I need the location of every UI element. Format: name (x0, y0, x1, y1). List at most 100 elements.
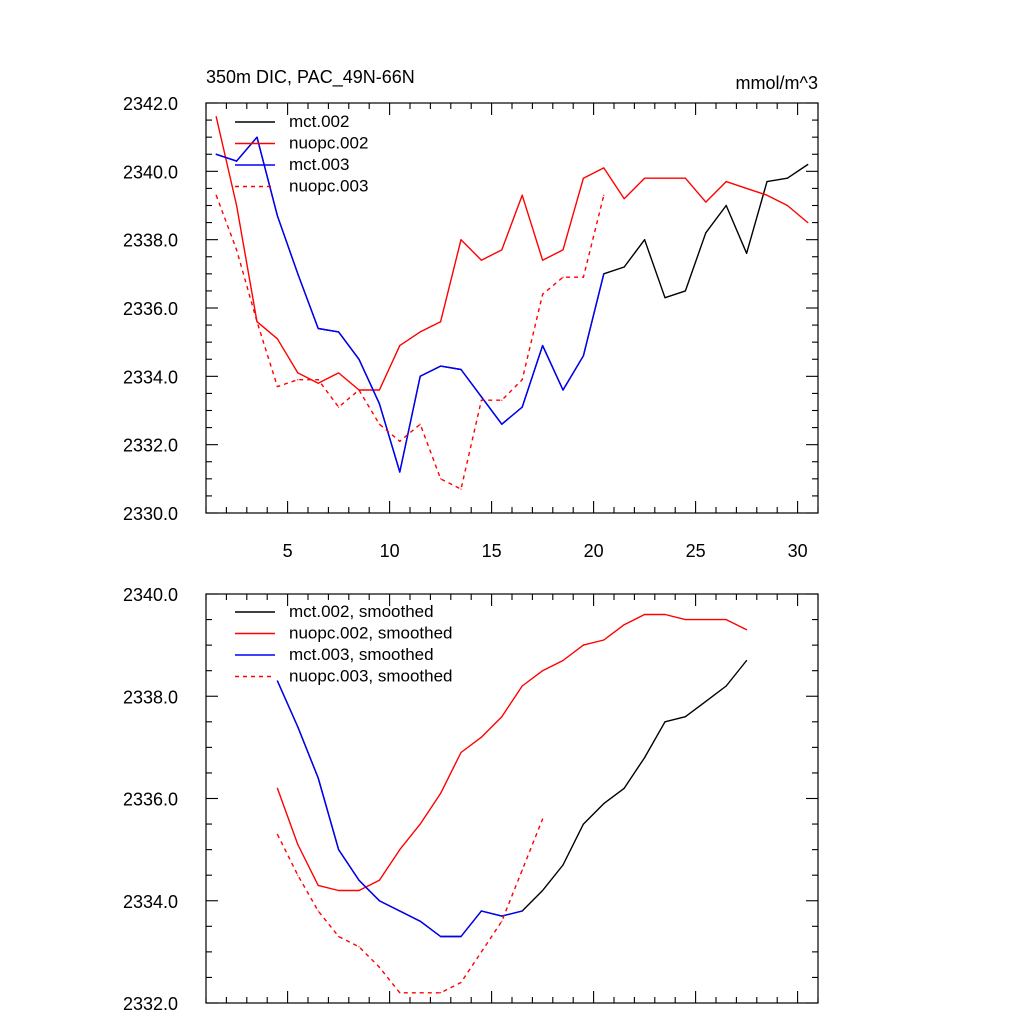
data-point (746, 629, 748, 631)
data-point (399, 471, 401, 473)
data-point (317, 884, 319, 887)
data-point (460, 935, 462, 938)
data-point (480, 396, 482, 398)
data-point (480, 951, 482, 953)
y-tick-label: 2338.0 (123, 231, 178, 251)
data-point (378, 879, 380, 881)
data-point (746, 252, 748, 254)
data-point (562, 659, 564, 662)
data-point (746, 659, 748, 662)
series-points-nuopc-002-smoothed (276, 613, 748, 892)
data-point (419, 992, 421, 994)
series-points-mct-003-smoothed (276, 680, 523, 938)
data-point (501, 249, 503, 251)
data-point (582, 276, 585, 278)
data-point (725, 685, 727, 687)
series-line-mct-003 (215, 136, 605, 473)
data-point (440, 478, 442, 480)
data-point (582, 823, 585, 825)
data-point (623, 266, 625, 268)
legend-label-mct-003-smoothed: mct.003, smoothed (289, 645, 434, 664)
data-point (521, 869, 523, 871)
data-point (501, 920, 503, 922)
x-tick-label: 30 (788, 541, 808, 561)
data-point (399, 992, 401, 994)
data-point (582, 177, 585, 179)
data-point (215, 194, 217, 196)
data-point (399, 849, 401, 851)
x-tick-label: 20 (584, 541, 604, 561)
data-point (603, 639, 605, 641)
data-point (562, 249, 564, 251)
data-point (766, 180, 768, 183)
data-point (460, 751, 462, 754)
series-points-nuopc-003 (215, 194, 605, 490)
series-line-nuopc-003 (215, 194, 605, 490)
y-tick-label: 2336.0 (123, 299, 178, 319)
x-tick-label: 5 (283, 541, 293, 561)
data-point (603, 167, 605, 169)
legend-label-mct-002: mct.002 (289, 112, 349, 131)
data-point (562, 276, 564, 278)
data-point (766, 194, 768, 196)
x-tick-label: 10 (380, 541, 400, 561)
chart-top-panel: 5 10 15 20 25 30 2330.0 2332.0 2334.0 2336.0 2338.… (123, 67, 819, 561)
data-point (338, 889, 340, 892)
data-point (644, 239, 646, 241)
y-tick-label: 2330.0 (123, 504, 178, 524)
data-point (460, 488, 462, 490)
data-point (358, 358, 360, 360)
data-point (338, 406, 340, 408)
data-point (623, 624, 625, 626)
data-point (725, 180, 727, 183)
data-point (358, 879, 360, 881)
data-point (460, 239, 462, 241)
data-point (501, 716, 503, 718)
data-point (582, 355, 585, 357)
data-point (338, 849, 340, 851)
data-point (480, 259, 482, 261)
data-point (276, 787, 278, 789)
legend-label-nuopc-002: nuopc.002 (289, 134, 368, 153)
data-point (419, 331, 421, 333)
data-point (521, 194, 523, 196)
data-point (297, 372, 299, 374)
data-point (480, 910, 482, 912)
data-point (807, 163, 809, 166)
data-point (746, 187, 748, 190)
data-point (705, 232, 707, 234)
data-point (378, 403, 380, 405)
data-point (440, 792, 442, 794)
series-points-mct-003 (215, 136, 605, 473)
data-point (399, 344, 401, 347)
data-point (276, 833, 278, 835)
data-point (786, 177, 789, 179)
data-point (317, 379, 319, 381)
legend-label-nuopc-002-smoothed: nuopc.002, smoothed (289, 624, 453, 643)
data-point (501, 423, 503, 425)
y-tick-label: 2340.0 (123, 585, 178, 605)
data-point (786, 204, 789, 207)
data-point (317, 777, 319, 779)
data-point (378, 966, 380, 968)
series-line-mct-003-smoothed (276, 680, 523, 938)
data-point (705, 201, 707, 203)
data-point (603, 273, 605, 275)
data-point (378, 389, 380, 391)
data-point (501, 915, 503, 917)
data-point (338, 372, 340, 374)
legend-label-nuopc-003-smoothed: nuopc.003, smoothed (289, 667, 453, 686)
data-point (358, 946, 360, 948)
data-point (440, 365, 442, 367)
series-points-nuopc-003-smoothed (276, 818, 544, 994)
data-point (317, 327, 319, 330)
data-point (542, 293, 544, 295)
y-tick-label: 2332.0 (123, 994, 178, 1014)
chart-bottom-panel: 2332.0 2334.0 2336.0 2338.0 2340.0 mct.002, s… (123, 585, 819, 1014)
data-point (623, 198, 625, 200)
data-point (440, 992, 442, 994)
y-tick-label: 2336.0 (123, 790, 178, 810)
data-point (297, 379, 299, 381)
x-tick-label: 15 (482, 541, 502, 561)
